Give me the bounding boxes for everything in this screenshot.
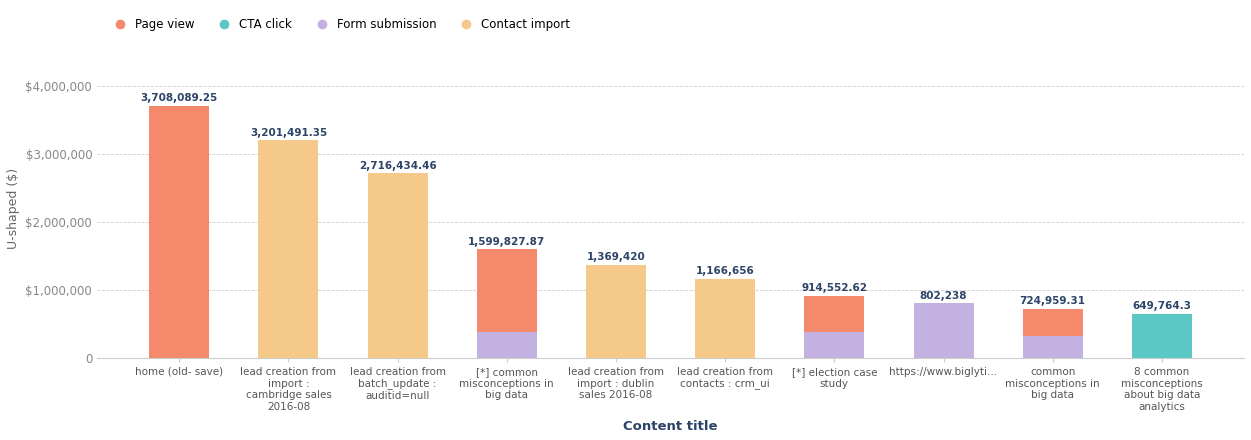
Bar — [696, 279, 756, 358]
X-axis label: Content title: Content title — [623, 420, 718, 433]
Text: 1,369,420: 1,369,420 — [587, 253, 646, 262]
Text: 649,764.3: 649,764.3 — [1132, 301, 1191, 312]
Bar — [1132, 314, 1192, 358]
Bar — [477, 332, 537, 358]
Bar — [477, 249, 537, 332]
Y-axis label: U-shaped ($): U-shaped ($) — [8, 168, 20, 249]
Bar — [804, 332, 864, 358]
Text: 3,201,491.35: 3,201,491.35 — [250, 128, 327, 138]
Bar — [913, 303, 973, 358]
Text: 2,716,434.46: 2,716,434.46 — [359, 161, 437, 171]
Bar — [368, 173, 428, 358]
Bar — [149, 106, 209, 358]
Text: 3,708,089.25: 3,708,089.25 — [140, 93, 218, 103]
Text: 724,959.31: 724,959.31 — [1020, 296, 1086, 306]
Text: 1,166,656: 1,166,656 — [696, 266, 754, 276]
Bar — [1022, 308, 1083, 336]
Bar — [259, 140, 319, 358]
Bar — [585, 265, 646, 358]
Text: 1,599,827.87: 1,599,827.87 — [468, 237, 545, 247]
Bar — [804, 296, 864, 332]
Text: 914,552.62: 914,552.62 — [802, 283, 867, 293]
Legend: Page view, CTA click, Form submission, Contact import: Page view, CTA click, Form submission, C… — [103, 14, 575, 36]
Bar — [1022, 336, 1083, 358]
Text: 802,238: 802,238 — [919, 291, 967, 301]
